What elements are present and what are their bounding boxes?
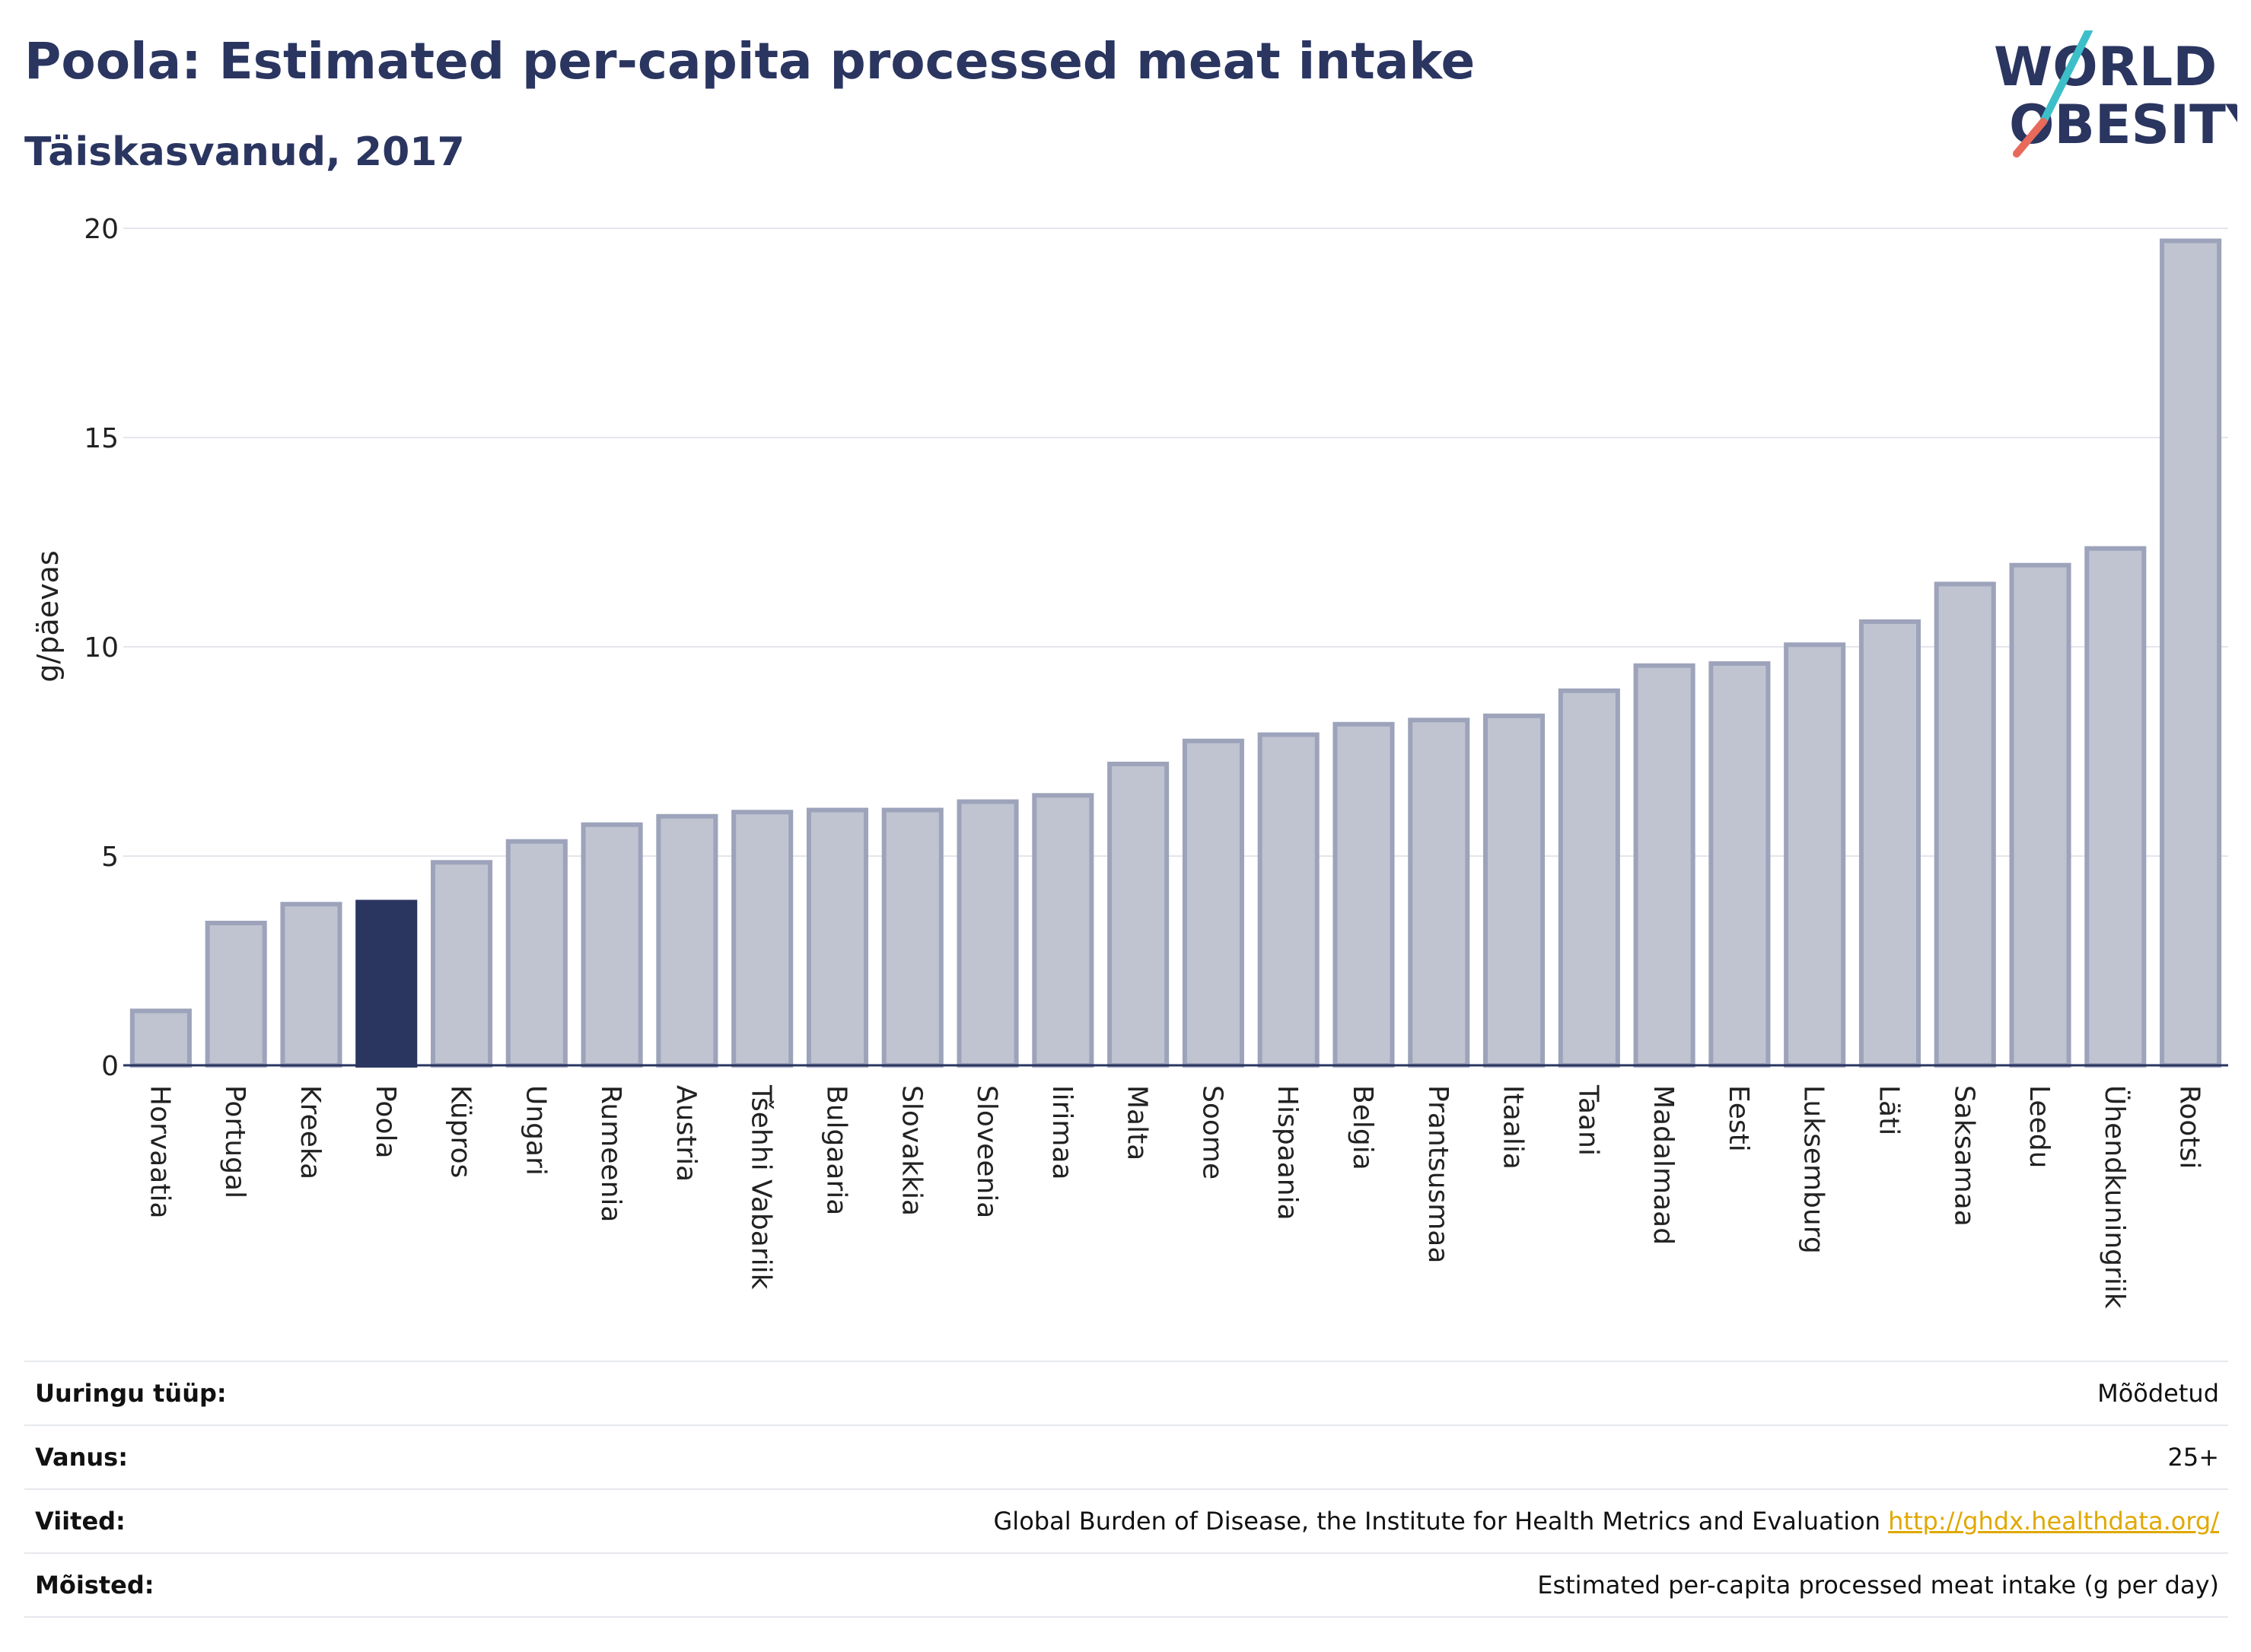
info-row: Mõisted: Estimated per-capita processed m… — [24, 1552, 2228, 1618]
x-tick-label: Portugal — [219, 1085, 250, 1198]
bar — [2009, 562, 2071, 1068]
logo-line1: WORLD — [1994, 36, 2217, 98]
bar — [2084, 546, 2147, 1068]
x-tick-label: Soome — [1196, 1085, 1227, 1179]
bar — [1182, 738, 1244, 1068]
y-tick-label: 20 — [84, 214, 119, 245]
bar — [731, 810, 794, 1068]
bar-chart: 0 5 10 15 20 g/päevas Horvaatia Portugal Kreeka P… — [31, 214, 2228, 1309]
bar — [1858, 619, 1921, 1068]
info-value: Mõõdetud — [2097, 1379, 2219, 1408]
x-tick-label: Hispaania — [1272, 1085, 1303, 1221]
info-row: Uuringu tüüp: Mõõdetud — [24, 1361, 2228, 1424]
bar — [205, 921, 267, 1068]
info-value: 25+ — [2167, 1443, 2219, 1472]
bar — [129, 1008, 192, 1068]
x-tick-label: Küpros — [445, 1085, 476, 1178]
y-tick-label: 0 — [101, 1051, 119, 1082]
logo-line2: OBESITY — [2009, 94, 2237, 156]
bar — [656, 813, 718, 1068]
x-tick-label: Rootsi — [2174, 1085, 2205, 1169]
x-tick-label: Kreeka — [295, 1085, 326, 1179]
bar — [1107, 762, 1170, 1068]
info-row: Viited: Global Burden of Disease, the Ins… — [24, 1488, 2228, 1552]
x-tick-label: Poola — [370, 1085, 401, 1159]
chart-subtitle: Täiskasvanud, 2017 — [24, 129, 465, 175]
bar — [1784, 642, 1846, 1068]
info-key: Mõisted: — [35, 1571, 154, 1599]
bar — [1708, 661, 1771, 1068]
x-tick-label: Ungari — [520, 1085, 551, 1176]
info-table: Uuringu tüüp: Mõõdetud Vanus: 25+ Viited: Glo… — [24, 1361, 2228, 1618]
bar — [881, 807, 944, 1068]
x-tick-label: Taani — [1572, 1084, 1603, 1156]
x-tick-label: Slovakkia — [896, 1085, 927, 1216]
x-tick-label: Leedu — [2023, 1085, 2055, 1168]
y-tick-label: 10 — [84, 632, 119, 664]
bar — [1934, 581, 1996, 1068]
bar — [1408, 718, 1470, 1068]
logo-slash-teal — [2039, 30, 2093, 126]
bar — [505, 839, 568, 1068]
x-tick-label: Malta — [1122, 1085, 1153, 1160]
bar — [1257, 732, 1320, 1068]
x-tick-label: Iirimaa — [1046, 1085, 1078, 1180]
x-tick-label: Saksamaa — [1948, 1085, 1979, 1227]
bar — [2160, 238, 2222, 1068]
bar — [581, 822, 643, 1068]
bar — [430, 860, 493, 1068]
reference-link[interactable]: http://ghdx.healthdata.org/ — [1888, 1507, 2219, 1536]
x-tick-label: Horvaatia — [144, 1085, 175, 1219]
y-tick-label: 15 — [84, 423, 119, 454]
x-tick-label: Itaalia — [1498, 1085, 1529, 1170]
info-value: Estimated per-capita processed meat inta… — [1537, 1571, 2219, 1599]
bar — [1558, 688, 1620, 1068]
info-value: Global Burden of Disease, the Institute … — [993, 1507, 2220, 1536]
bar — [806, 807, 869, 1068]
bar — [957, 799, 1019, 1068]
x-tick-label: Luksemburg — [1798, 1085, 1829, 1254]
x-tick-label: Sloveenia — [971, 1085, 1002, 1218]
info-row: Vanus: 25+ — [24, 1424, 2228, 1488]
x-tick-label: Tšehhi Vabariik — [746, 1084, 777, 1290]
x-tick-label: Läti — [1873, 1085, 1904, 1135]
bar — [1332, 721, 1395, 1068]
info-key: Viited: — [35, 1507, 126, 1536]
y-tick-label: 5 — [101, 842, 119, 873]
x-tick-label: Bulgaaria — [820, 1085, 852, 1215]
world-obesity-logo: WORLD OBESITY — [1994, 30, 2237, 158]
y-axis-label: g/päevas — [31, 550, 65, 682]
chart-title: Poola: Estimated per-capita processed me… — [24, 32, 1476, 91]
info-key: Vanus: — [35, 1443, 129, 1472]
bar — [1482, 713, 1546, 1068]
bar-highlight — [355, 899, 418, 1068]
x-tick-label: Eesti — [1723, 1085, 1754, 1152]
info-key: Uuringu tüüp: — [35, 1379, 227, 1408]
x-tick-label: Austria — [670, 1085, 702, 1182]
x-tick-label: Madalmaad — [1648, 1085, 1679, 1245]
x-tick-label: Prantsusmaa — [1422, 1085, 1453, 1263]
bar — [1633, 663, 1695, 1068]
bar — [1032, 793, 1094, 1068]
x-tick-label: Rumeenia — [595, 1085, 626, 1222]
bar — [280, 902, 342, 1068]
x-tick-label: Belgia — [1347, 1085, 1378, 1170]
x-tick-label: Ühendkuningriik — [2099, 1085, 2131, 1309]
logo-slash-coral — [2013, 118, 2047, 158]
